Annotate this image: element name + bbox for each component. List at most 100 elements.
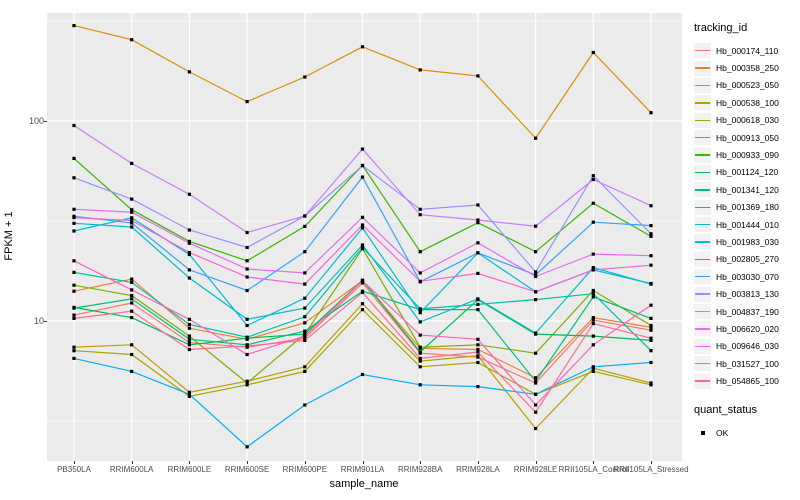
data-point	[534, 331, 538, 335]
data-point	[534, 381, 538, 385]
data-point	[649, 325, 653, 329]
legend-label: Hb_001341_120	[716, 184, 779, 195]
data-point	[245, 335, 249, 339]
data-point	[187, 326, 191, 330]
data-point	[245, 245, 249, 250]
data-point	[649, 360, 653, 365]
legend-key-line-icon	[694, 269, 711, 285]
data-point	[649, 338, 653, 342]
legend-label: Hb_001983_030	[716, 236, 779, 247]
data-point	[130, 280, 134, 284]
data-point	[130, 352, 134, 357]
legend-key-line-icon	[694, 199, 711, 215]
data-point	[418, 68, 422, 72]
x-tick-label-RRIM600LA: RRIM600LA	[109, 465, 154, 474]
data-point	[187, 390, 191, 394]
x-tick-label-PB350LA: PB350LA	[57, 465, 91, 474]
y-tick-mark	[44, 321, 47, 322]
data-point	[649, 381, 653, 385]
data-point	[476, 74, 480, 78]
data-point	[591, 174, 595, 178]
data-point	[245, 259, 249, 263]
data-point	[476, 302, 480, 306]
data-point	[130, 297, 134, 301]
x-tick-label-RRII105LA_Stressed: RRII105LA_Stressed	[613, 465, 689, 474]
data-point	[303, 336, 307, 340]
data-point	[130, 369, 134, 373]
data-point	[476, 271, 480, 275]
legend-label: Hb_001124_120	[716, 167, 779, 178]
data-point	[187, 241, 191, 245]
data-point	[72, 229, 76, 233]
data-point	[418, 359, 422, 363]
x-tick-mark	[189, 461, 191, 464]
data-point	[649, 336, 653, 340]
x-tick-label-RRIM600LE: RRIM600LE	[167, 465, 212, 474]
data-point	[245, 288, 249, 293]
data-point	[130, 343, 134, 347]
data-point	[303, 271, 307, 275]
data-point	[130, 221, 134, 225]
legend-item-Hb_006620_020: Hb_006620_020	[694, 320, 798, 337]
y-tick-mark	[44, 121, 47, 122]
data-point	[303, 403, 307, 407]
data-point	[303, 75, 307, 79]
data-point	[303, 296, 307, 300]
data-point	[476, 297, 480, 301]
legend-item-Hb_001444_010: Hb_001444_010	[694, 216, 798, 233]
legend-items: Hb_000174_110 Hb_000358_250 Hb_000523_050 H…	[694, 42, 798, 390]
legend2-items: OK	[694, 424, 798, 441]
legend-label: Hb_002805_270	[716, 254, 779, 265]
x-tick-label-RRIM928BA: RRIM928BA	[397, 465, 443, 474]
data-point	[303, 332, 307, 336]
data-point	[476, 203, 480, 207]
data-point	[534, 298, 538, 302]
data-point	[534, 376, 538, 380]
data-point	[72, 207, 76, 211]
data-point	[649, 263, 653, 267]
data-point	[418, 307, 422, 311]
data-point	[130, 38, 134, 42]
data-point	[187, 268, 191, 272]
data-point	[72, 24, 76, 28]
x-tick-label-RRIM928LA: RRIM928LA	[456, 465, 500, 474]
legend-key-line-icon	[694, 251, 711, 267]
data-point	[245, 275, 249, 279]
data-point	[591, 318, 595, 322]
legend: tracking_id Hb_000174_110 Hb_000358_250 Hb…	[694, 22, 798, 441]
data-point	[534, 351, 538, 355]
legend-label: Hb_006620_020	[716, 323, 779, 334]
legend-title-quant-status: quant_status	[694, 403, 757, 416]
data-point	[360, 223, 365, 227]
x-tick-label-RRIM901LA: RRIM901LA	[340, 465, 385, 474]
data-point	[649, 316, 653, 320]
data-point	[534, 403, 538, 407]
data-point	[245, 100, 249, 104]
x-tick-mark	[131, 461, 133, 464]
data-point	[534, 379, 538, 383]
data-point	[72, 356, 76, 360]
data-point	[476, 343, 480, 347]
data-point	[360, 281, 365, 285]
legend-key-line-icon	[694, 77, 711, 93]
data-point	[360, 302, 365, 306]
data-point	[130, 161, 134, 165]
data-point	[418, 213, 422, 217]
data-point	[591, 268, 595, 272]
data-point	[418, 271, 422, 275]
legend-item-Hb_003030_070: Hb_003030_070	[694, 268, 798, 285]
data-point	[418, 350, 422, 354]
data-point	[360, 45, 365, 49]
data-point	[649, 323, 653, 328]
data-point	[360, 147, 365, 151]
data-point	[130, 309, 134, 313]
data-point	[130, 197, 134, 201]
legend-key-line-icon	[694, 321, 711, 337]
data-point	[245, 352, 249, 357]
data-point	[649, 349, 653, 353]
x-tick-mark	[304, 461, 306, 464]
legend-key-line-icon	[694, 182, 711, 198]
data-point	[591, 50, 595, 55]
legend-item-Hb_000618_030: Hb_000618_030	[694, 112, 798, 129]
x-tick-label-RRIM600SE: RRIM600SE	[224, 465, 270, 474]
